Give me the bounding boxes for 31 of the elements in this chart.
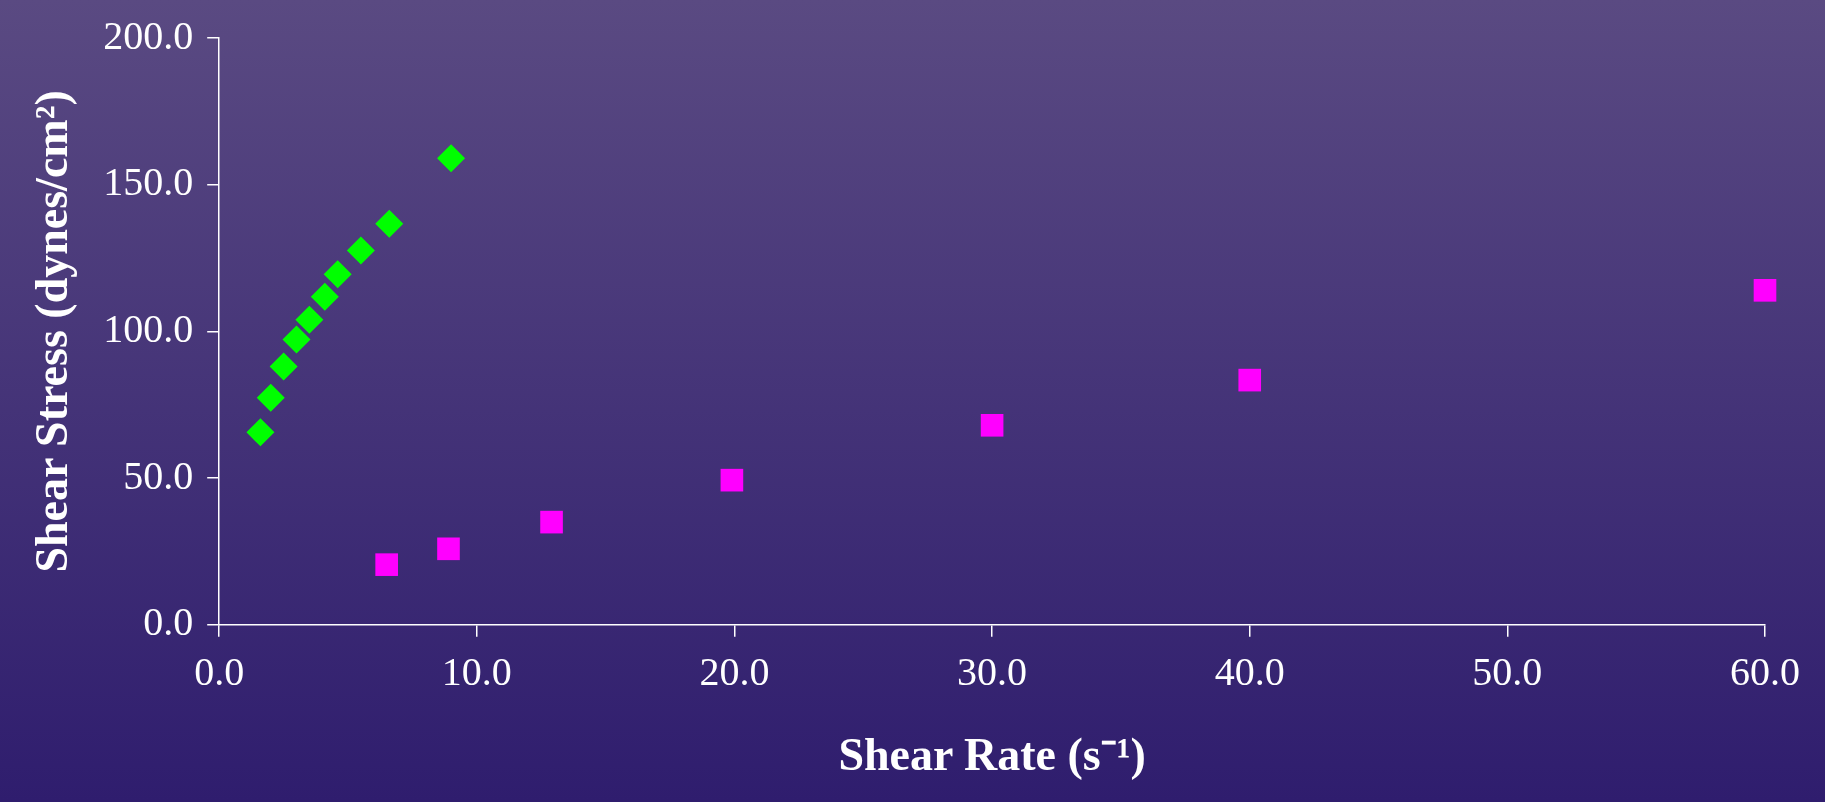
point: [375, 553, 398, 576]
point: [346, 236, 375, 265]
y-axis-title: Shear Stress (dynes/cm²): [26, 90, 78, 573]
point: [720, 468, 744, 492]
point: [1753, 279, 1777, 302]
point: [246, 418, 275, 447]
point: [437, 537, 460, 561]
point: [282, 325, 311, 354]
point: [437, 144, 466, 173]
y-tick-label: 150.0: [103, 159, 194, 205]
x-tick-label: 60.0: [1730, 649, 1800, 695]
y-tick-label: 100.0: [103, 305, 194, 351]
point: [980, 413, 1004, 437]
point: [256, 383, 285, 412]
point: [375, 209, 404, 238]
point: [310, 282, 339, 311]
point: [323, 260, 352, 289]
x-tick-label: 20.0: [699, 649, 770, 695]
point: [295, 305, 324, 334]
point: [269, 352, 298, 381]
y-tick-label: 200.0: [103, 12, 194, 58]
x-tick-label: 10.0: [441, 649, 512, 695]
y-tick-label: 50.0: [123, 452, 194, 498]
y-tick-label: 0.0: [143, 599, 194, 645]
x-tick-label: 40.0: [1214, 649, 1285, 695]
point: [540, 510, 563, 534]
point: [1238, 368, 1262, 392]
x-tick-label: 0.0: [194, 649, 245, 695]
x-tick-label: 50.0: [1472, 649, 1543, 695]
x-tick-label: 30.0: [957, 649, 1028, 695]
x-axis-title: Shear Rate (s⁻¹): [838, 729, 1146, 781]
